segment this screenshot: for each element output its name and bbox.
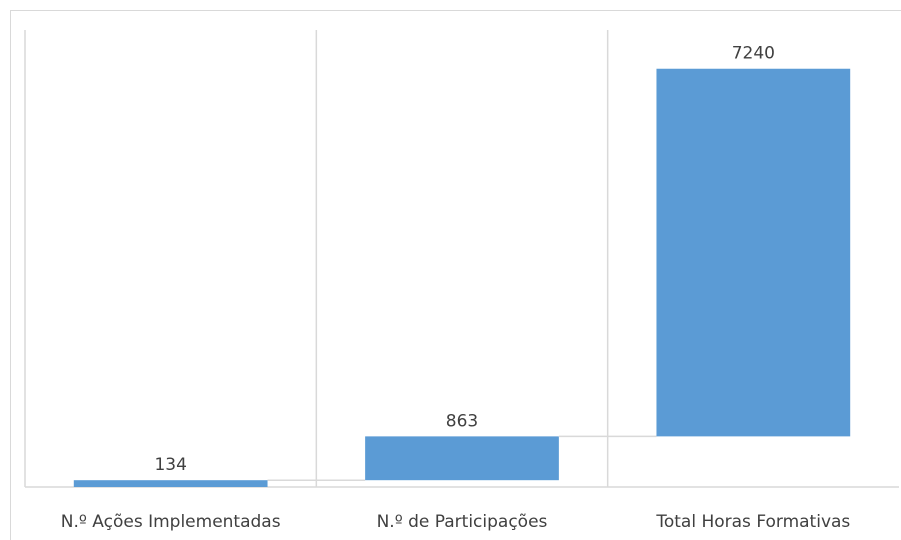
x-tick-label: N.º Ações Implementadas bbox=[61, 512, 281, 532]
x-tick-label: Total Horas Formativas bbox=[655, 512, 850, 532]
bar bbox=[365, 436, 559, 481]
bar bbox=[73, 480, 268, 487]
bar bbox=[656, 68, 851, 437]
x-tick-label: N.º de Participações bbox=[377, 512, 548, 532]
data-label: 863 bbox=[446, 411, 478, 431]
chart-border bbox=[10, 10, 901, 540]
data-label: 7240 bbox=[732, 44, 775, 64]
data-label: 134 bbox=[154, 455, 186, 475]
